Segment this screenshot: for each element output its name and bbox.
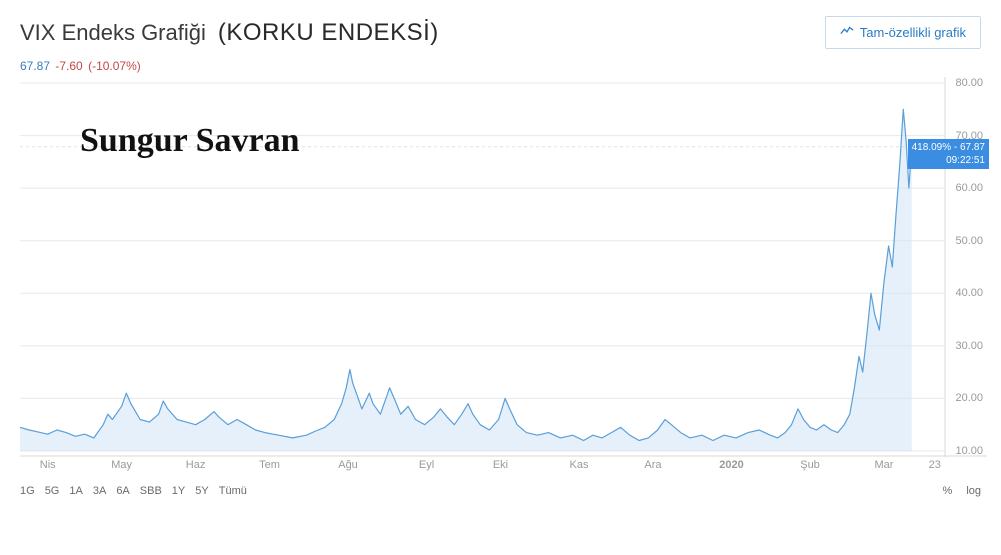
x-tick-label: Mar xyxy=(874,459,893,471)
price-tag-line1: 418.09% - 67.87 xyxy=(912,141,985,154)
scale-option[interactable]: log xyxy=(966,485,981,497)
chart-footer: 1G 5G 1A 3A 6A SBB 1Y 5Y Tümü % log xyxy=(0,479,1001,497)
x-tick-label: Şub xyxy=(800,459,820,471)
quote-change: -7.60 xyxy=(55,59,82,73)
range-option[interactable]: 1Y xyxy=(172,485,185,497)
quote-last: 67.87 xyxy=(20,59,50,73)
scale-selector: % log xyxy=(929,485,981,497)
range-option[interactable]: 1G xyxy=(20,485,35,497)
full-chart-label: Tam-özellikli grafik xyxy=(860,25,966,40)
chart-title: VIX Endeks Grafiği xyxy=(20,20,206,46)
range-option[interactable]: 5Y xyxy=(195,485,208,497)
title-group: VIX Endeks Grafiği (KORKU ENDEKSİ) xyxy=(20,19,439,47)
chart-subtitle: (KORKU ENDEKSİ) xyxy=(218,19,439,47)
scale-option[interactable]: % xyxy=(943,485,953,497)
x-tick-label: Ara xyxy=(644,459,661,471)
x-tick-label: Haz xyxy=(186,459,206,471)
x-tick-label: Eki xyxy=(493,459,508,471)
price-tag-line2: 09:22:51 xyxy=(912,154,985,167)
chart-header: VIX Endeks Grafiği (KORKU ENDEKSİ) Tam-ö… xyxy=(0,0,1001,59)
range-option[interactable]: 5G xyxy=(45,485,60,497)
x-tick-label: Tem xyxy=(259,459,280,471)
author-overlay: Sungur Savran xyxy=(70,118,310,164)
range-option[interactable]: 1A xyxy=(69,485,82,497)
x-axis-labels: Nis May Haz Tem Ağu Eyl Eki Kas Ara 2020 Şub Mar 23 xyxy=(12,459,989,479)
x-tick-label: Ağu xyxy=(338,459,358,471)
chart-line-icon xyxy=(840,24,854,41)
quote-line: 67.87 -7.60 (-10.07%) xyxy=(0,59,1001,77)
quote-percent: (-10.07%) xyxy=(88,59,141,73)
range-option[interactable]: 6A xyxy=(116,485,129,497)
x-tick-label: 23 xyxy=(929,459,941,471)
x-tick-label: Kas xyxy=(570,459,589,471)
x-tick-label: 2020 xyxy=(719,459,743,471)
x-tick-label: Eyl xyxy=(419,459,434,471)
range-option[interactable]: Tümü xyxy=(219,485,247,497)
x-tick-label: Nis xyxy=(40,459,56,471)
range-option[interactable]: 3A xyxy=(93,485,106,497)
range-option[interactable]: SBB xyxy=(140,485,162,497)
range-selector: 1G 5G 1A 3A 6A SBB 1Y 5Y Tümü xyxy=(20,485,257,497)
last-price-tag: 418.09% - 67.87 09:22:51 xyxy=(908,139,989,169)
full-chart-button[interactable]: Tam-özellikli grafik xyxy=(825,16,981,49)
x-tick-label: May xyxy=(111,459,132,471)
